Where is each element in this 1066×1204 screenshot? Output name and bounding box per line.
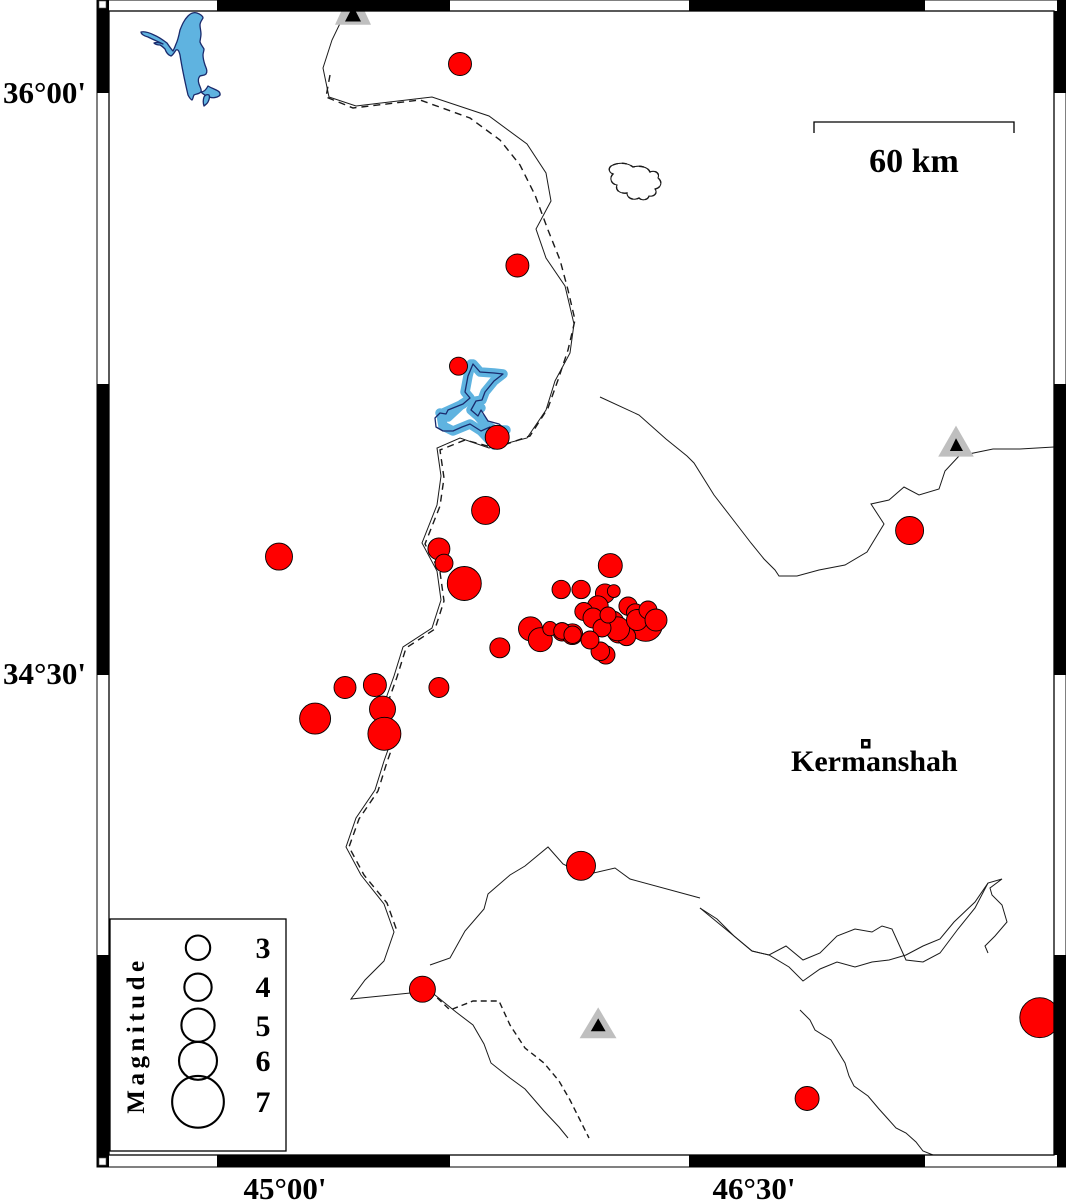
svg-text:4: 4	[256, 971, 271, 1004]
svg-text:7: 7	[256, 1086, 271, 1119]
svg-text:Kermanshah: Kermanshah	[791, 745, 958, 778]
svg-text:3: 3	[256, 932, 271, 965]
svg-text:6: 6	[256, 1045, 271, 1078]
svg-text:46°30': 46°30'	[712, 1171, 795, 1204]
svg-text:34°30': 34°30'	[3, 656, 86, 691]
svg-text:36°00': 36°00'	[3, 75, 86, 110]
svg-text:5: 5	[256, 1010, 271, 1043]
svg-text:60 km: 60 km	[869, 143, 959, 180]
svg-text:Magnitude: Magnitude	[123, 956, 150, 1113]
svg-text:45°00': 45°00'	[243, 1171, 326, 1204]
